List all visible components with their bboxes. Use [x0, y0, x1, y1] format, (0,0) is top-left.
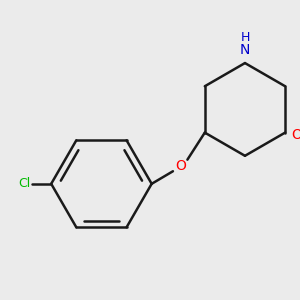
Text: O: O [175, 159, 186, 173]
Text: H: H [240, 32, 250, 44]
Text: N: N [240, 43, 250, 56]
Text: Cl: Cl [18, 177, 30, 190]
Text: O: O [291, 128, 300, 142]
